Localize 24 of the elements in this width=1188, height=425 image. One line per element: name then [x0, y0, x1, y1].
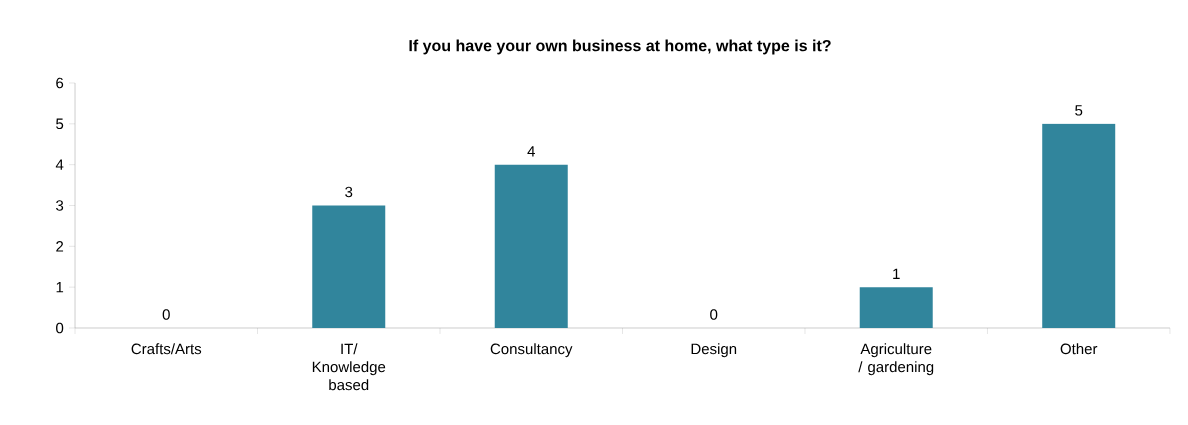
y-tick-label: 3	[56, 200, 64, 211]
bar	[1042, 123, 1116, 328]
x-tick-label: Crafts/Arts	[131, 343, 202, 355]
y-tick-label: 4	[55, 159, 64, 170]
data-label: 4	[527, 146, 535, 157]
x-tick-label: Agriculture / gardening	[858, 343, 934, 376]
x-tick-label: Consultancy	[490, 343, 573, 358]
y-tick-label: 2	[56, 241, 64, 252]
data-label: 3	[345, 186, 353, 198]
data-label: 0	[710, 309, 718, 320]
y-tick-label: 6	[56, 77, 64, 89]
y-tick-label: 1	[56, 282, 64, 293]
chart-title: If you have your own business at home, what type is it?	[409, 39, 831, 55]
bar	[312, 205, 386, 328]
data-label: 1	[893, 268, 900, 279]
y-tick-label: 5	[56, 118, 64, 130]
data-label: 5	[1075, 105, 1083, 116]
x-tick-label: IT/ Knowledge based	[312, 343, 386, 391]
bar	[494, 164, 568, 328]
y-tick-label: 0	[56, 322, 64, 334]
x-tick-label: Other	[1060, 343, 1098, 355]
bar	[859, 287, 933, 328]
data-label: 0	[162, 309, 170, 320]
x-tick-label: Design	[691, 343, 737, 358]
